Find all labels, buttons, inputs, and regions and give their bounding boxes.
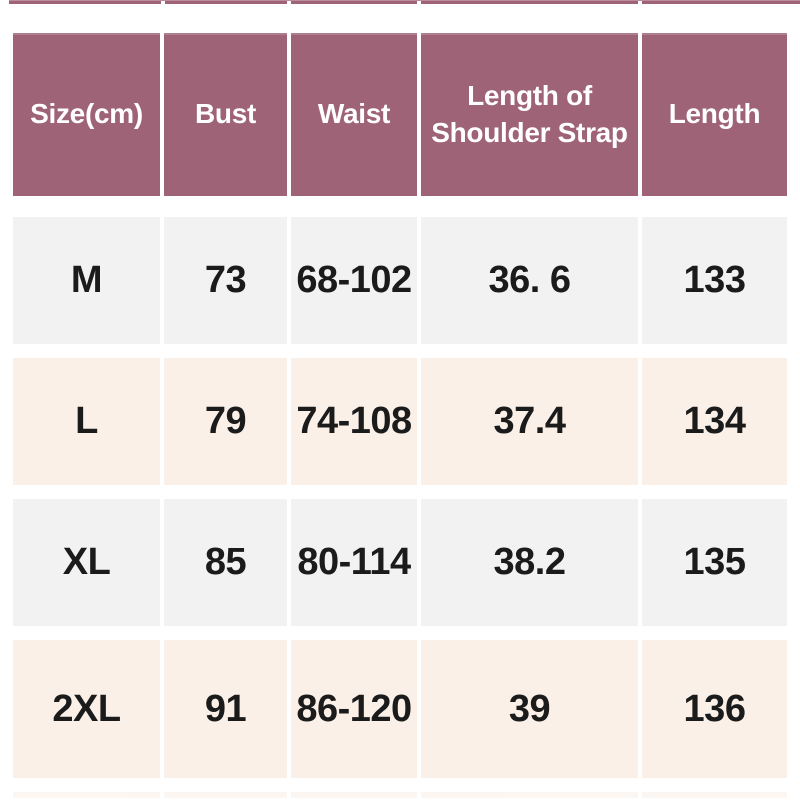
length-cell: 133 — [642, 217, 787, 344]
bust-cell: 73 — [164, 217, 287, 344]
bust-cell: 79 — [164, 358, 287, 485]
strap-cell: 36. 6 — [421, 217, 638, 344]
size-cell: 2XL — [13, 640, 160, 778]
waist-cell: 80-114 — [291, 499, 417, 626]
waist-cell: 68-102 — [291, 217, 417, 344]
length-cell: 135 — [642, 499, 787, 626]
waist-cell: 74-108 — [291, 358, 417, 485]
size-cell: L — [13, 358, 160, 485]
size-chart-table: Size(cm) Bust Waist Length of Shoulder S… — [13, 33, 787, 778]
header-row: Size(cm) Bust Waist Length of Shoulder S… — [13, 33, 787, 196]
cutoff-previous-row-strip — [9, 0, 800, 4]
table-row-m: M 73 68-102 36. 6 133 — [13, 217, 787, 344]
size-cell: XL — [13, 499, 160, 626]
header-cell-waist: Waist — [291, 33, 417, 196]
waist-cell: 86-120 — [291, 640, 417, 778]
bust-cell: 91 — [164, 640, 287, 778]
length-cell: 134 — [642, 358, 787, 485]
header-cell-shoulder-strap-length: Length of Shoulder Strap — [421, 33, 638, 196]
bust-cell: 85 — [164, 499, 287, 626]
strap-cell: 37.4 — [421, 358, 638, 485]
header-cell-bust: Bust — [164, 33, 287, 196]
strap-cell: 38.2 — [421, 499, 638, 626]
length-cell: 136 — [642, 640, 787, 778]
cutoff-next-row-strip — [13, 792, 787, 798]
table-row-2xl: 2XL 91 86-120 39 136 — [13, 640, 787, 778]
header-cell-size: Size(cm) — [13, 33, 160, 196]
table-row-xl: XL 85 80-114 38.2 135 — [13, 499, 787, 626]
header-cell-length: Length — [642, 33, 787, 196]
table-row-l: L 79 74-108 37.4 134 — [13, 358, 787, 485]
strap-cell: 39 — [421, 640, 638, 778]
size-cell: M — [13, 217, 160, 344]
